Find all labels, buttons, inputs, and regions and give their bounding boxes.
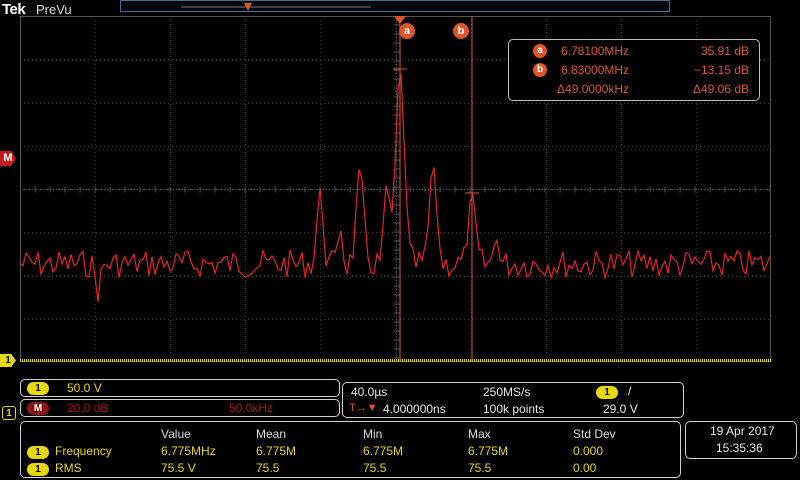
meas-row-2-value: 75.5 V — [161, 461, 196, 475]
meas-row-2-mean: 75.5 — [256, 461, 280, 475]
meas-row-2-stddev: 0.00 — [573, 461, 597, 475]
cursor-b-badge: b — [533, 63, 547, 77]
meas-header-mean: Mean — [256, 427, 287, 441]
cursor-b-value: −13.15 dB — [693, 63, 749, 77]
cursor-b-freq: 6.83000MHz — [561, 63, 630, 77]
cursor-a-label[interactable]: a — [399, 23, 415, 39]
math-ground-marker[interactable]: M — [0, 151, 16, 166]
horizontal-scale: 40.0µs — [351, 385, 388, 399]
trigger-source-chip: 1 — [596, 386, 618, 399]
trigger-delay: 4.000000ns — [383, 402, 446, 416]
trigger-marker-icon — [394, 16, 406, 24]
meas-header-value: Value — [161, 427, 191, 441]
date-time-panel: 19 Apr 2017 15:35:36 — [685, 421, 797, 459]
acquisition-mode: PreVu — [36, 2, 72, 17]
cursor-a-badge: a — [533, 44, 547, 58]
time: 15:35:36 — [716, 441, 763, 455]
spectrum-trace — [20, 74, 771, 302]
cursor-delta-value: Δ49.06 dB — [692, 82, 749, 96]
meas-header-stddev: Std Dev — [573, 427, 616, 441]
timebase-trigger-panel[interactable]: 40.0µs 250MS/s 1 / T→▼ 4.000000ns 100k p… — [342, 382, 684, 418]
date: 19 Apr 2017 — [710, 424, 775, 438]
meas-row-2-name: RMS — [55, 461, 82, 475]
ch1-ground-marker[interactable]: 1 — [0, 354, 16, 367]
meas-header-min: Min — [363, 427, 383, 441]
meas-row-1-max: 6.775M — [468, 444, 509, 458]
trigger-slope-icon: / — [628, 384, 632, 398]
meas-row-2-min: 75.5 — [363, 461, 387, 475]
meas-row-1-value: 6.775MHz — [161, 444, 216, 458]
meas-header-max: Max — [468, 427, 491, 441]
meas-row-1-mean: 6.775M — [256, 444, 297, 458]
center-ticks — [20, 16, 771, 362]
cursor-a-row: a 6.78100MHz 35.91 dB — [509, 44, 759, 62]
meas-row-1-name: Frequency — [55, 444, 112, 458]
waveform-graticule[interactable] — [20, 16, 771, 362]
trigger-position-icon — [244, 3, 252, 11]
ch1-trace — [20, 359, 771, 362]
math-span: 50.0kHz — [229, 401, 274, 415]
cursor-b-row: b 6.83000MHz −13.15 dB — [509, 63, 759, 81]
record-length: 100k points — [483, 402, 545, 416]
cursor-a-value: 35.91 dB — [700, 44, 749, 58]
cursor-b-label[interactable]: b — [453, 23, 469, 39]
meas-row-1-chip: 1 — [27, 446, 49, 459]
trigger-level: 29.0 V — [603, 402, 638, 416]
ch1-chip: 1 — [27, 382, 49, 395]
reference-icon[interactable]: 1 — [2, 406, 16, 420]
ch1-scale-panel[interactable]: 1 50.0 V — [20, 379, 340, 397]
trigger-delay-icon: T→▼ — [349, 402, 378, 414]
cursor-a-freq: 6.78100MHz — [561, 44, 630, 58]
math-scale-panel[interactable]: M 20.0 dB 50.0kHz — [20, 399, 340, 417]
meas-row-1-stddev: 0.000 — [573, 444, 604, 458]
meas-row-1-min: 6.775M — [363, 444, 404, 458]
sample-rate: 250MS/s — [483, 385, 531, 399]
record-view-bar[interactable] — [120, 0, 670, 12]
cursor-readout: a 6.78100MHz 35.91 dB b 6.83000MHz −13.1… — [508, 39, 760, 101]
cursor-delta-row: Δ49.0000kHz Δ49.06 dB — [509, 82, 759, 100]
cursor-delta-freq: Δ49.0000kHz — [557, 82, 630, 96]
meas-row-2-max: 75.5 — [468, 461, 492, 475]
math-chip: M — [27, 402, 49, 415]
meas-row-2-chip: 1 — [27, 463, 49, 476]
ch1-scale: 50.0 V — [67, 381, 102, 395]
math-scale: 20.0 dB — [67, 401, 109, 415]
brand-logo: Tek — [2, 1, 26, 18]
measurement-table[interactable]: Value Mean Min Max Std Dev 1 Frequency 6… — [20, 421, 681, 478]
